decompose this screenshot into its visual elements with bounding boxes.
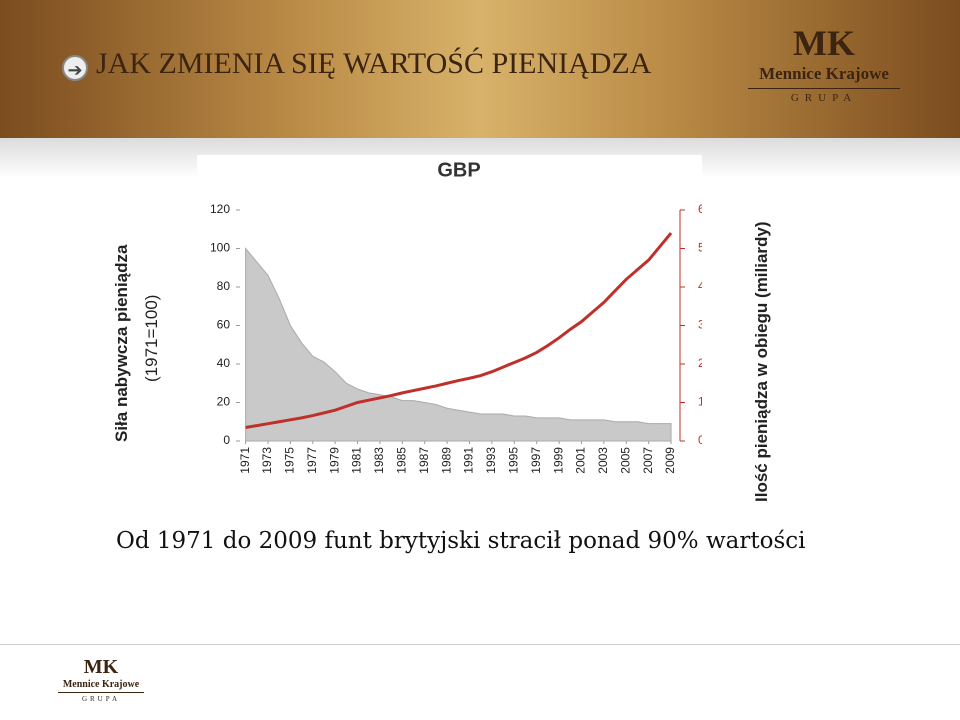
x-tick-label: 1981 <box>350 447 364 474</box>
x-tick-label: 1987 <box>417 447 431 474</box>
logo-name: Mennice Krajowe <box>748 64 900 89</box>
y2-tick-label: 30 <box>698 318 702 332</box>
y2-tick-label: 40 <box>698 279 702 293</box>
money-supply-line <box>245 232 673 430</box>
footer-rule <box>0 644 960 645</box>
y2-tick-label: 20 <box>698 356 702 370</box>
x-tick-label: 1995 <box>506 447 520 474</box>
logo-group: GRUPA <box>790 92 858 104</box>
y2-tick-label: 0 <box>698 433 702 447</box>
y-tick-label: 100 <box>210 241 230 255</box>
x-tick-label: 1983 <box>372 447 386 474</box>
purchasing-power-area <box>245 247 672 442</box>
y-tick-label: 120 <box>210 202 230 216</box>
x-tick-label: 1977 <box>305 447 319 474</box>
y-axis-title: Siła nabywcza pieniądza <box>112 244 131 442</box>
x-tick-label: 1985 <box>395 447 409 474</box>
footer-logo-mark: MK <box>83 656 119 678</box>
header <box>0 0 960 138</box>
slide-title: JAK ZMIENIA SIĘ WARTOŚĆ PIENIĄDZA <box>96 47 652 80</box>
x-tick-label: 1973 <box>260 447 274 474</box>
x-tick-label: 1979 <box>327 447 341 474</box>
x-tick-label: 2003 <box>596 447 610 474</box>
x-tick-label: 2001 <box>574 447 588 474</box>
x-tick-label: 2005 <box>618 447 632 474</box>
x-tick-label: 1997 <box>529 447 543 474</box>
y-tick-label: 80 <box>217 279 231 293</box>
footer-logo-name: Mennice Krajowe <box>58 679 144 693</box>
x-tick-label: 1991 <box>462 447 476 474</box>
x-tick-label: 2007 <box>641 447 655 474</box>
y-tick-label: 60 <box>217 318 231 332</box>
x-tick-label: 1999 <box>551 447 565 474</box>
arrow-icon: ➔ <box>62 55 88 81</box>
y-tick-label: 0 <box>223 433 230 447</box>
logo: MK Mennice Krajowe GRUPA <box>748 22 900 104</box>
y-tick-label: 20 <box>217 395 231 409</box>
x-tick-label: 1975 <box>283 447 297 474</box>
x-tick-label: 1989 <box>439 447 453 474</box>
y-tick-label: 40 <box>217 356 231 370</box>
x-tick-label: 1993 <box>484 447 498 474</box>
y2-tick-label: 50 <box>698 241 702 255</box>
footer-logo: MK Mennice Krajowe GRUPA <box>58 656 144 703</box>
y2-tick-label: 60 <box>698 202 702 216</box>
x-tick-label: 2009 <box>663 447 677 474</box>
chart-title: GBP <box>437 159 480 181</box>
caption: Od 1971 do 2009 funt brytyjski stracił p… <box>116 528 806 554</box>
y2-tick-label: 10 <box>698 395 702 409</box>
y2-axis-title: Ilość pieniądza w obiegu (miliardy) <box>752 221 771 502</box>
logo-mark: MK <box>793 23 855 63</box>
chart: GBP 0 20 40 60 80 100 120 0 10 20 30 40 50 60 1971 1973… <box>197 155 702 503</box>
y-axis-note: (1971=100) <box>142 294 161 382</box>
footer-logo-group: GRUPA <box>81 695 121 703</box>
x-tick-label: 1971 <box>238 447 252 474</box>
